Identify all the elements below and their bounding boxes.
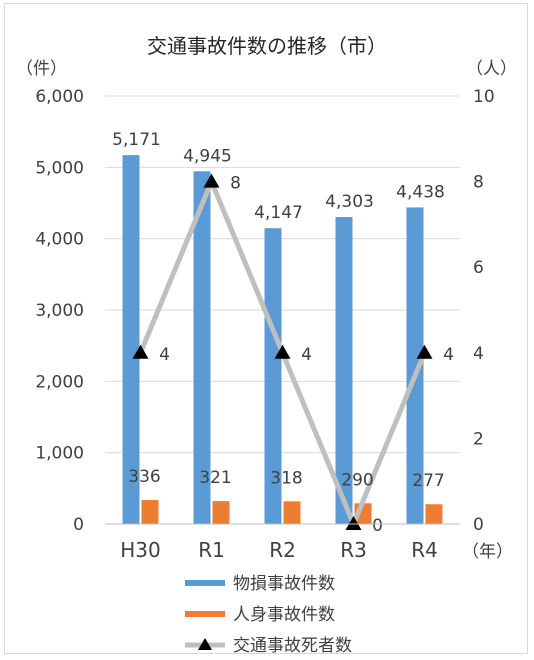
- data-label-交通事故死者数: 4: [443, 345, 454, 365]
- bar-人身事故件数: [212, 501, 230, 524]
- line-marker: [345, 516, 362, 530]
- x-tick-label: H30: [120, 538, 161, 562]
- bar-人身事故件数: [141, 500, 159, 524]
- data-label-人身事故件数: 277: [412, 471, 444, 491]
- data-label-交通事故死者数: 0: [372, 516, 383, 536]
- x-tick-label: R2: [269, 538, 296, 562]
- bar-物損事故件数: [193, 171, 211, 525]
- data-label-人身事故件数: 318: [270, 468, 302, 488]
- chart-title: 交通事故件数の推移（市）: [147, 34, 387, 58]
- line-marker: [416, 344, 433, 359]
- left-axis-unit: （件）: [16, 59, 67, 79]
- right-tick-label: 6: [473, 258, 484, 278]
- right-tick-label: 4: [473, 344, 484, 364]
- x-tick-label: R1: [198, 538, 225, 562]
- data-label-物損事故件数: 4,303: [325, 192, 374, 212]
- legend-label: 人身事故件数: [233, 605, 335, 625]
- legend-label: 交通事故死者数: [233, 636, 352, 656]
- data-label-人身事故件数: 336: [128, 467, 160, 487]
- data-label-物損事故件数: 4,945: [183, 146, 232, 166]
- bar-物損事故件数: [406, 207, 424, 524]
- right-tick-label: 0: [473, 515, 484, 535]
- line-marker: [132, 344, 149, 359]
- line-marker: [274, 344, 291, 359]
- left-tick-label: 6,000: [35, 87, 84, 107]
- legend-swatch: [185, 611, 225, 617]
- legend-label: 物損事故件数: [233, 574, 335, 594]
- left-tick-label: 4,000: [35, 230, 84, 250]
- legend-swatch: [185, 580, 225, 586]
- left-tick-label: 2,000: [35, 372, 84, 392]
- bar-人身事故件数: [283, 501, 301, 524]
- data-label-交通事故死者数: 4: [301, 345, 312, 365]
- right-axis-unit: （人）: [466, 59, 517, 79]
- data-label-人身事故件数: 321: [199, 468, 231, 488]
- bar-物損事故件数: [335, 217, 353, 524]
- x-axis-unit: （年）: [462, 542, 513, 562]
- data-label-物損事故件数: 5,171: [112, 130, 161, 150]
- left-tick-label: 0: [73, 515, 84, 535]
- data-label-交通事故死者数: 4: [159, 345, 170, 365]
- line-marker: [203, 173, 220, 188]
- data-label-物損事故件数: 4,147: [254, 203, 303, 223]
- right-tick-label: 8: [473, 173, 484, 193]
- right-tick-label: 10: [473, 87, 495, 107]
- left-tick-label: 1,000: [35, 444, 84, 464]
- x-tick-label: R3: [340, 538, 367, 562]
- legend-marker: [198, 638, 212, 650]
- left-tick-label: 5,000: [35, 158, 84, 178]
- left-tick-label: 3,000: [35, 301, 84, 321]
- bar-人身事故件数: [425, 504, 443, 524]
- data-label-交通事故死者数: 8: [230, 174, 241, 194]
- bar-物損事故件数: [122, 155, 140, 525]
- data-label-人身事故件数: 290: [341, 470, 373, 490]
- bar-物損事故件数: [264, 228, 282, 524]
- x-tick-label: R4: [411, 538, 438, 562]
- right-tick-label: 2: [473, 429, 484, 449]
- data-label-物損事故件数: 4,438: [396, 182, 445, 202]
